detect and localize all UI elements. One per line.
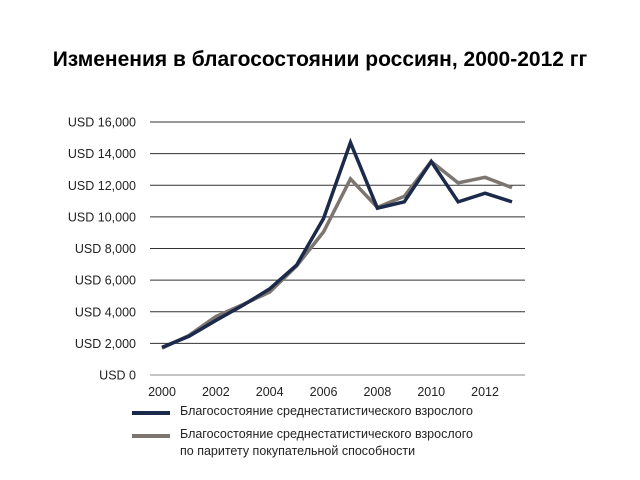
- x-tick-label: 2000: [148, 385, 176, 399]
- y-tick-label: USD 4,000: [75, 305, 136, 319]
- y-tick-label: USD 2,000: [75, 337, 136, 351]
- y-tick-label: USD 16,000: [68, 116, 136, 130]
- legend-item-nominal: Благосостояние среднестатистического взр…: [132, 403, 473, 420]
- legend-swatch: [132, 434, 170, 438]
- legend-label-line-1: Благосостояние среднестатистического взр…: [180, 427, 473, 441]
- y-tick-label: USD 8,000: [75, 242, 136, 256]
- x-tick-label: 2008: [363, 385, 391, 399]
- x-tick-label: 2012: [471, 385, 499, 399]
- series-line-1: [161, 159, 513, 350]
- y-tick-label: USD 6,000: [75, 274, 136, 288]
- y-tick-label: USD 10,000: [68, 210, 136, 224]
- y-tick-label: USD 14,000: [68, 147, 136, 161]
- x-tick-label: 2004: [256, 385, 284, 399]
- y-tick-label: USD 0: [99, 369, 136, 383]
- legend-item-ppp: Благосостояние среднестатистического взр…: [132, 426, 473, 460]
- chart-title: Изменения в благосостоянии россиян, 2000…: [52, 48, 588, 71]
- series-line-0: [161, 137, 513, 349]
- x-tick-label: 2006: [310, 385, 338, 399]
- legend-swatch: [132, 411, 170, 415]
- y-tick-label: USD 12,000: [68, 179, 136, 193]
- x-tick-label: 2010: [417, 385, 445, 399]
- legend-label-line-2: по паритету покупательной способности: [180, 444, 416, 458]
- legend-label: Благосостояние среднестатистического взр…: [180, 404, 473, 418]
- x-tick-label: 2002: [202, 385, 230, 399]
